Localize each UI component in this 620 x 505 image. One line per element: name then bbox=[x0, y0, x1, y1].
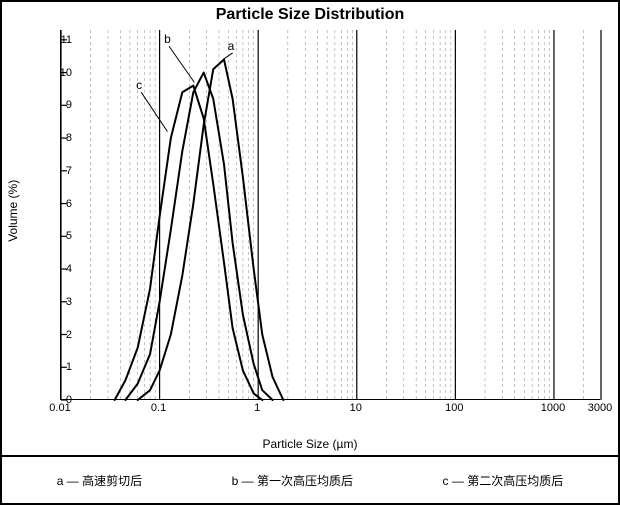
legend-item-b: b — 第一次高压均质后 bbox=[232, 472, 353, 489]
y-axis-label: Volume (%) bbox=[6, 179, 20, 241]
y-tick-label: 6 bbox=[42, 198, 72, 210]
x-tick-label: 0.1 bbox=[151, 402, 166, 414]
x-tick-label: 3000 bbox=[588, 402, 612, 414]
y-tick-label: 3 bbox=[42, 296, 72, 308]
y-tick-label: 9 bbox=[42, 99, 72, 111]
y-tick-label: 11 bbox=[42, 34, 72, 46]
x-tick-label: 0.01 bbox=[49, 402, 70, 414]
chart-title: Particle Size Distribution bbox=[2, 6, 618, 24]
y-tick-label: 1 bbox=[42, 361, 72, 373]
chart-frame: Particle Size Distribution Volume (%) Pa… bbox=[0, 0, 620, 505]
legend-item-c: c — 第二次高压均质后 bbox=[443, 472, 564, 489]
x-axis-label: Particle Size (µm) bbox=[2, 437, 618, 451]
y-tick-label: 5 bbox=[42, 230, 72, 242]
legend-item-a: a — 高速剪切后 bbox=[57, 472, 142, 489]
x-tick-label: 1 bbox=[254, 402, 260, 414]
y-tick-label: 7 bbox=[42, 165, 72, 177]
legend: a — 高速剪切后 b — 第一次高压均质后 c — 第二次高压均质后 bbox=[2, 455, 618, 503]
y-tick-label: 8 bbox=[42, 132, 72, 144]
y-tick-label: 4 bbox=[42, 263, 72, 275]
x-tick-label: 100 bbox=[445, 402, 463, 414]
x-tick-label: 10 bbox=[350, 402, 362, 414]
x-tick-label: 1000 bbox=[541, 402, 565, 414]
y-tick-label: 10 bbox=[42, 67, 72, 79]
curve-label-b: b bbox=[164, 32, 171, 46]
y-tick-label: 2 bbox=[42, 329, 72, 341]
curve-label-c: c bbox=[136, 78, 142, 92]
curve-label-a: a bbox=[228, 39, 235, 53]
